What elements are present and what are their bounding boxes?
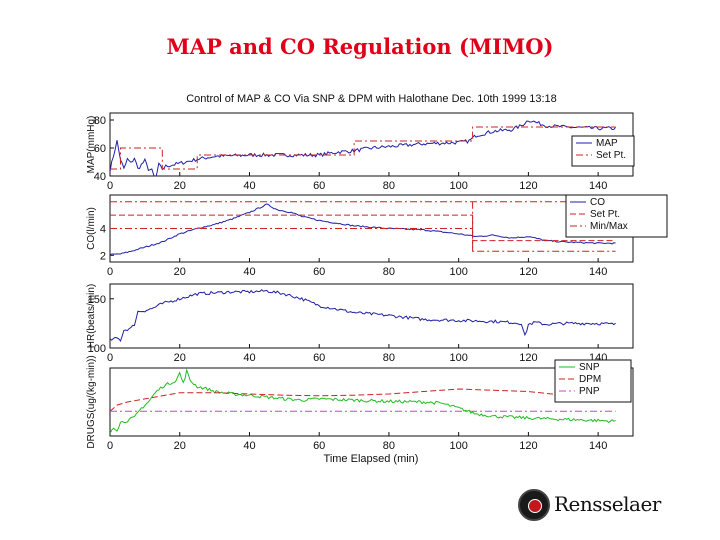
x-tick-label: 40: [243, 180, 255, 192]
x-tick-label: 120: [519, 352, 537, 364]
y-tick-label: 80: [94, 115, 106, 127]
x-tick-label: 140: [589, 180, 607, 192]
panel-map: [109, 112, 634, 177]
panel-hr: [109, 283, 634, 349]
x-tick-label: 60: [313, 352, 325, 364]
series-line-co-set-pt-: [110, 214, 616, 242]
legend-label: CO: [590, 197, 605, 208]
x-axis-label: Time Elapsed (min): [324, 453, 419, 465]
x-tick-label: 80: [383, 266, 395, 278]
panel-drugs: [109, 367, 634, 437]
x-tick-label: 60: [313, 440, 325, 452]
y-axis-label-drugs: DRUGS(ug/(kg-min)): [86, 355, 97, 448]
series-line-drugs-snp: [110, 368, 616, 434]
x-tick-label: 0: [107, 266, 113, 278]
legend-label: Set Pt.: [590, 209, 620, 220]
y-tick-label: 150: [88, 294, 106, 306]
series-line-hr-hr: [110, 289, 616, 343]
legend-label: DPM: [579, 374, 601, 385]
y-tick-label: 40: [94, 171, 106, 183]
legend-label: MAP: [596, 138, 618, 149]
series-line-map-set-pt-: [110, 126, 616, 170]
legend-label: Min/Max: [590, 221, 628, 232]
x-tick-label: 0: [107, 440, 113, 452]
x-tick-label: 40: [243, 352, 255, 364]
series-line-map-map: [110, 120, 616, 176]
x-tick-label: 40: [243, 440, 255, 452]
x-tick-label: 40: [243, 266, 255, 278]
x-tick-label: 140: [589, 440, 607, 452]
series-line-co-min-max: [110, 228, 616, 252]
x-tick-label: 60: [313, 266, 325, 278]
x-tick-label: 140: [589, 266, 607, 278]
x-tick-label: 100: [449, 352, 467, 364]
plot-frame-drugs: [109, 367, 634, 437]
seal-icon: [518, 489, 550, 521]
plot-frame-map: [109, 112, 634, 177]
x-tick-label: 120: [519, 440, 537, 452]
series-line-co-co: [110, 203, 616, 256]
y-tick-label: 2: [100, 250, 106, 262]
x-tick-label: 20: [174, 352, 186, 364]
x-tick-label: 0: [107, 180, 113, 192]
x-tick-label: 60: [313, 180, 325, 192]
y-tick-label: 100: [88, 343, 106, 355]
legend-box: [554, 359, 632, 403]
legend-label: SNP: [579, 362, 600, 373]
x-tick-label: 20: [174, 440, 186, 452]
legend-box: [571, 135, 635, 167]
x-tick-label: 20: [174, 266, 186, 278]
x-tick-label: 20: [174, 180, 186, 192]
slide-title: MAP and CO Regulation (MIMO): [166, 34, 554, 59]
x-tick-label: 120: [519, 266, 537, 278]
x-tick-label: 100: [449, 266, 467, 278]
x-tick-label: 100: [449, 180, 467, 192]
x-tick-label: 80: [383, 352, 395, 364]
y-tick-label: 4: [100, 224, 106, 236]
x-tick-label: 120: [519, 180, 537, 192]
x-tick-label: 80: [383, 440, 395, 452]
x-tick-label: 0: [107, 352, 113, 364]
y-axis-label-map: MAP(mmHg): [86, 116, 97, 174]
panel-co: [109, 194, 634, 263]
x-tick-label: 80: [383, 180, 395, 192]
series-line-drugs-dpm: [110, 388, 616, 412]
y-axis-label-co: CO(l/min): [86, 207, 97, 250]
y-axis-label-hr: HR(beats/min): [86, 284, 97, 348]
x-tick-label: 100: [449, 440, 467, 452]
legend-label: PNP: [579, 386, 600, 397]
plot-frame-hr: [109, 283, 634, 349]
y-tick-label: 60: [94, 143, 106, 155]
rensselaer-logo: Rensselaer: [518, 489, 661, 525]
chart-title: Control of MAP & CO Via SNP & DPM with H…: [186, 93, 557, 105]
legend-label: Set Pt.: [596, 150, 626, 161]
logo-text: Rensselaer: [554, 492, 661, 516]
